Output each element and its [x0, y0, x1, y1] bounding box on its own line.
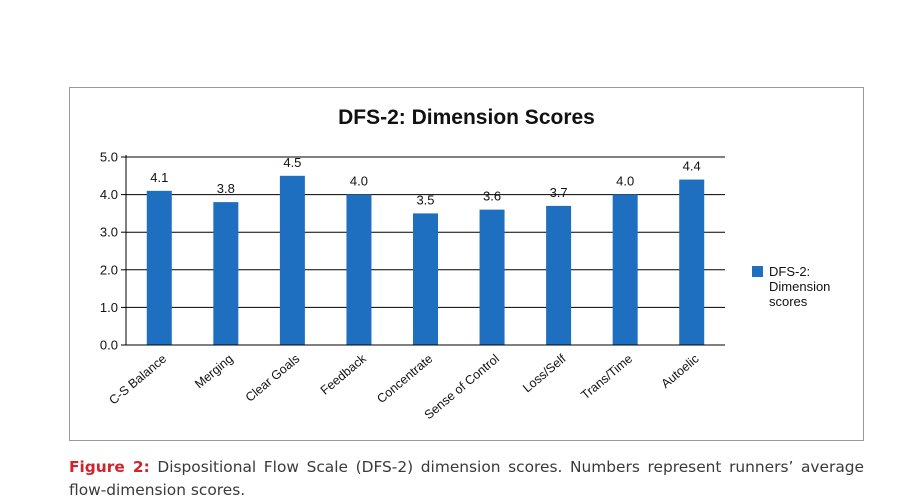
y-tick-label: 3.0 — [100, 225, 118, 240]
chart-title: DFS-2: Dimension Scores — [338, 106, 595, 129]
x-tick-label: Trans/Time — [578, 352, 635, 403]
labels: 0.0 1.0 2.0 3.0 4.0 5.0 4.1 C-S Balance 3.8 Mergi… — [100, 150, 702, 423]
data-label: 4.4 — [683, 159, 701, 174]
legend-label: Dimension — [769, 279, 830, 294]
x-tick-label: Feedback — [318, 351, 370, 397]
bar — [612, 194, 638, 345]
data-label: 4.1 — [150, 170, 168, 185]
x-tick-label: Loss/Self — [520, 351, 569, 395]
data-label: 4.0 — [350, 174, 368, 189]
y-tick-label: 5.0 — [100, 150, 118, 165]
bar — [679, 179, 705, 345]
x-tick-label: Autoelic — [659, 352, 702, 391]
bar — [213, 202, 239, 345]
x-tick-label: C-S Balance — [106, 352, 169, 408]
bar — [546, 205, 572, 345]
x-tick-label: Merging — [192, 352, 236, 392]
chart-frame: DFS-2: Dimension Scores 0.0 1.0 2.0 3.0 4.0 5… — [69, 87, 864, 441]
data-label: 3.8 — [217, 181, 235, 196]
bar — [479, 209, 505, 345]
data-label: 3.6 — [483, 189, 501, 204]
bar — [146, 190, 172, 345]
bar — [346, 194, 372, 345]
bar — [279, 175, 305, 345]
bar — [413, 213, 438, 345]
data-label: 3.7 — [550, 185, 568, 200]
bars — [146, 175, 705, 345]
data-label: 3.5 — [416, 192, 434, 207]
data-label: 4.5 — [283, 155, 301, 170]
axes — [121, 155, 725, 346]
y-tick-label: 2.0 — [100, 262, 118, 277]
x-tick-label: Concentrate — [374, 352, 435, 407]
x-tick-label: Clear Goals — [243, 352, 303, 405]
legend-label: DFS-2: — [769, 264, 810, 279]
figure-label: Figure 2: — [69, 458, 150, 476]
bar-chart: 0.0 1.0 2.0 3.0 4.0 5.0 4.1 C-S Balance 3.8 Mergi… — [100, 150, 831, 423]
y-tick-label: 0.0 — [100, 338, 118, 353]
legend-swatch — [752, 266, 763, 277]
y-tick-label: 1.0 — [100, 300, 118, 315]
figure-caption: Figure 2: Dispositional Flow Scale (DFS-… — [69, 456, 864, 502]
y-tick-label: 4.0 — [100, 187, 118, 202]
caption-text: Dispositional Flow Scale (DFS-2) dimensi… — [69, 458, 864, 499]
legend-label: scores — [769, 294, 808, 309]
data-label: 4.0 — [616, 174, 634, 189]
